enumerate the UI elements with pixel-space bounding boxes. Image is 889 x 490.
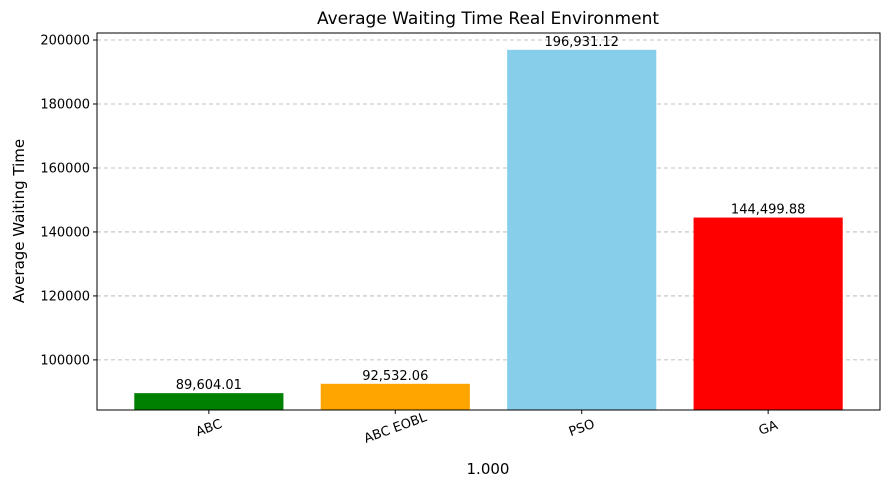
bars [134, 49, 843, 410]
data-label: 89,604.01 [176, 378, 242, 393]
y-tick-label: 100000 [40, 353, 90, 368]
chart-title: Average Waiting Time Real Environment [317, 9, 659, 29]
data-label: 196,931.12 [544, 35, 618, 50]
x-tick-label: ABC EOBL [362, 410, 429, 447]
data-labels: 89,604.01 92,532.06 196,931.12 144,499.88 [176, 35, 806, 393]
y-tick-label: 160000 [40, 161, 90, 176]
data-label: 92,532.06 [362, 369, 428, 384]
y-tick-label: 120000 [40, 289, 90, 304]
bar [134, 393, 284, 410]
plot-frame [96, 32, 881, 411]
x-axis: ABC ABC EOBL PSO GA [194, 410, 780, 447]
x-axis-label: 1.000 [467, 460, 510, 478]
bar [320, 383, 470, 410]
x-tick-label: PSO [567, 417, 597, 440]
bar [507, 49, 657, 410]
bar [693, 217, 843, 410]
x-tick-label: ABC [194, 417, 224, 440]
y-tick-label: 200000 [40, 34, 90, 49]
y-tick-label: 140000 [40, 225, 90, 240]
x-tick-label: GA [757, 418, 780, 439]
y-axis: 100000 120000 140000 160000 180000 200000 [40, 34, 97, 368]
data-label: 144,499.88 [731, 203, 805, 218]
y-axis-label: Average Waiting Time [10, 139, 28, 303]
y-tick-label: 180000 [40, 97, 90, 112]
